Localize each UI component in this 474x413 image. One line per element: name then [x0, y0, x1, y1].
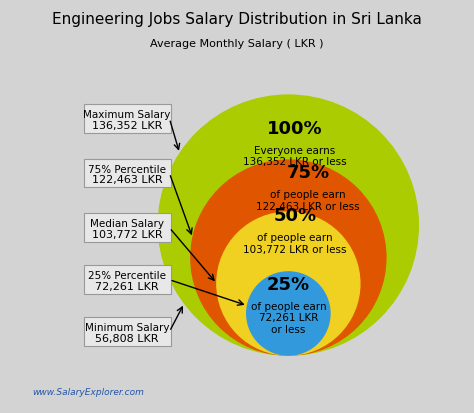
Text: 25% Percentile: 25% Percentile: [88, 271, 166, 281]
Text: 136,352 LKR: 136,352 LKR: [92, 121, 162, 131]
Text: Average Monthly Salary ( LKR ): Average Monthly Salary ( LKR ): [150, 39, 324, 49]
Text: 100%: 100%: [267, 120, 323, 138]
FancyBboxPatch shape: [83, 318, 171, 346]
Text: 72,261 LKR: 72,261 LKR: [95, 282, 159, 292]
Text: of people earn: of people earn: [257, 233, 333, 243]
Text: of people earn: of people earn: [270, 190, 346, 200]
Circle shape: [158, 95, 419, 355]
Text: 122,463 LKR: 122,463 LKR: [92, 175, 163, 185]
FancyBboxPatch shape: [83, 104, 171, 133]
Text: or less: or less: [271, 325, 306, 335]
Text: Maximum Salary: Maximum Salary: [83, 110, 171, 120]
Text: 122,463 LKR or less: 122,463 LKR or less: [256, 202, 360, 212]
Text: www.SalaryExplorer.com: www.SalaryExplorer.com: [32, 388, 144, 397]
Text: 56,808 LKR: 56,808 LKR: [95, 334, 159, 344]
FancyBboxPatch shape: [83, 159, 171, 188]
Text: 72,261 LKR: 72,261 LKR: [259, 313, 318, 323]
Text: Median Salary: Median Salary: [90, 219, 164, 230]
Text: Minimum Salary: Minimum Salary: [85, 323, 169, 333]
Text: 75%: 75%: [286, 164, 329, 182]
Text: of people earn: of people earn: [251, 302, 326, 312]
Text: 75% Percentile: 75% Percentile: [88, 165, 166, 175]
Text: Everyone earns: Everyone earns: [254, 146, 336, 156]
Circle shape: [191, 160, 386, 355]
FancyBboxPatch shape: [83, 214, 171, 242]
Text: 50%: 50%: [273, 207, 317, 225]
Circle shape: [217, 212, 360, 355]
Text: Engineering Jobs Salary Distribution in Sri Lanka: Engineering Jobs Salary Distribution in …: [52, 12, 422, 27]
Text: 103,772 LKR or less: 103,772 LKR or less: [243, 244, 346, 254]
Circle shape: [247, 272, 330, 355]
Text: 136,352 LKR or less: 136,352 LKR or less: [243, 157, 346, 168]
Text: 25%: 25%: [267, 276, 310, 294]
FancyBboxPatch shape: [83, 266, 171, 294]
Text: 103,772 LKR: 103,772 LKR: [92, 230, 163, 240]
